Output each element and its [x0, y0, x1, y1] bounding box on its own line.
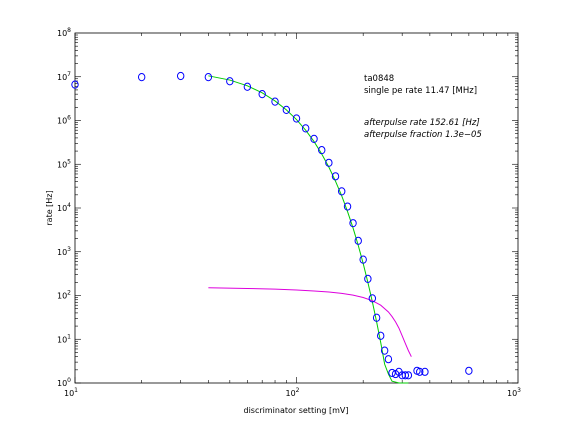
annotation-pmt-id: ta0848 [364, 74, 394, 84]
annotation-afterpulse-rate: afterpulse rate 152.61 [Hz] [364, 118, 480, 128]
y-tick-label: 106 [57, 115, 71, 126]
x-tick-label: 103 [507, 387, 521, 398]
y-tick-label: 107 [57, 71, 71, 82]
data-point [271, 97, 279, 106]
annotation-afterpulse-fraction: afterpulse fraction 1.3e−05 [364, 130, 482, 140]
data-point [310, 134, 318, 143]
data-point [338, 187, 346, 196]
fit-line-2 [208, 287, 412, 357]
data-point [331, 172, 340, 181]
data-point [465, 366, 473, 375]
data-point [388, 368, 396, 378]
annotation-single-pe-rate: single pe rate 11.47 [MHz] [364, 86, 477, 96]
data-points [71, 71, 473, 380]
data-point [258, 90, 266, 99]
data-point [377, 331, 385, 340]
data-point [343, 202, 352, 211]
data-point [137, 73, 146, 82]
data-point [325, 158, 333, 167]
data-point [354, 236, 362, 245]
y-tick-label: 104 [57, 202, 71, 213]
data-point [243, 82, 252, 91]
data-point [384, 355, 393, 364]
y-tick-label: 103 [57, 246, 71, 257]
fit-lines [208, 75, 412, 384]
y-tick-label: 102 [57, 290, 71, 301]
data-point [368, 294, 377, 303]
y-tick-label: 105 [57, 158, 71, 169]
y-tick-label: 108 [57, 27, 71, 38]
fit-line-1 [208, 75, 409, 384]
data-point [404, 371, 413, 380]
data-point [318, 146, 326, 155]
data-point [380, 346, 389, 355]
data-point [292, 114, 301, 123]
data-point [282, 105, 291, 114]
x-tick-label: 102 [285, 387, 299, 398]
data-point [226, 77, 234, 86]
y-axis-label: rate [Hz] [45, 190, 54, 225]
x-tick-label: 101 [64, 387, 78, 398]
data-point [401, 371, 410, 380]
data-point [372, 313, 381, 322]
data-point [416, 367, 424, 376]
data-point [349, 219, 357, 228]
data-point [359, 255, 367, 264]
y-tick-label: 100 [57, 377, 71, 388]
x-axis-label: discriminator setting [mV] [243, 406, 348, 415]
data-point [421, 367, 429, 376]
data-point [176, 71, 185, 81]
y-tick-label: 101 [57, 333, 71, 344]
data-point [301, 124, 310, 133]
data-point [71, 80, 79, 89]
data-point [364, 274, 372, 283]
data-point [204, 73, 213, 82]
